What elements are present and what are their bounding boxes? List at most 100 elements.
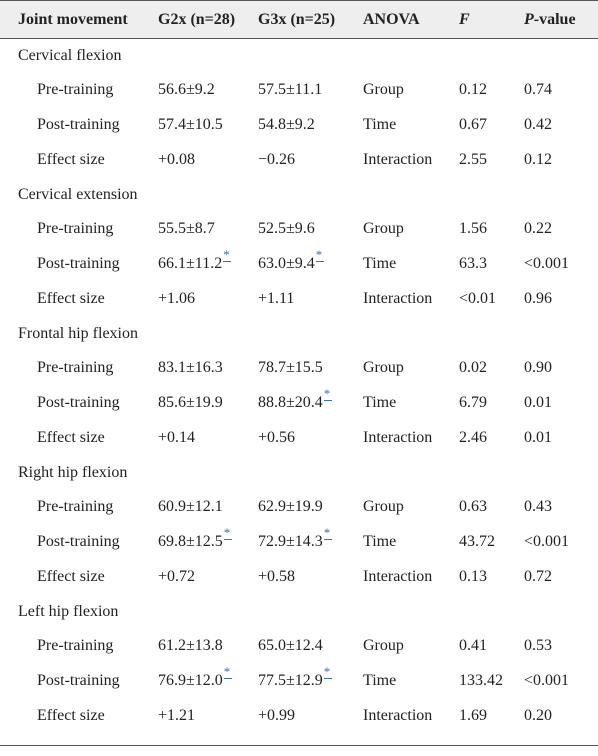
cell-g2x: 57.4±10.5	[152, 108, 256, 143]
cell-f-value-text: 0.12	[459, 81, 487, 98]
cell-p-value-text: 0.01	[524, 394, 552, 411]
cell-g3x: +0.58	[256, 560, 360, 595]
table-row: Pre-training 55.5±8.7 52.5±9.6 Group 1.56 0.2…	[0, 212, 598, 247]
asterisk-icon: *	[323, 525, 331, 540]
cell-anova-term-text: Interaction	[363, 429, 433, 446]
cell-anova-term-text: Time	[363, 394, 397, 411]
row-label: Pre-training	[0, 629, 152, 664]
cell-g3x: +0.56	[256, 421, 360, 456]
section-heading-row: Cervical flexion	[0, 39, 598, 73]
row-label-text: Effect size	[37, 151, 105, 168]
cell-g2x-text: +1.21	[158, 707, 196, 724]
cell-g2x: 83.1±16.3	[152, 351, 256, 386]
section-heading-row: Cervical extension	[0, 178, 598, 212]
table-body: Cervical flexion Pre-training 56.6±9.2 57.5…	[0, 39, 598, 734]
cell-g3x-text: 63.0±9.4	[258, 255, 315, 272]
cell-p-value: 0.43	[520, 490, 598, 525]
row-label: Effect size	[0, 143, 152, 178]
cell-anova-term-text: Time	[363, 255, 397, 272]
underline-mark	[323, 539, 332, 540]
cell-p-value: 0.01	[520, 386, 598, 421]
cell-g3x-text: +1.11	[258, 290, 295, 307]
cell-g3x: 63.0±9.4 *	[256, 247, 360, 282]
cell-g3x: 88.8±20.4 *	[256, 386, 360, 421]
joint-movement-table: Joint movement G2x (n=28) G3x (n=25) ANO…	[0, 0, 598, 734]
cell-g2x-text: 57.4±10.5	[158, 116, 223, 133]
cell-p-value: 0.90	[520, 351, 598, 386]
cell-f-value-text: 0.13	[459, 568, 487, 585]
row-label-text: Pre-training	[37, 220, 114, 237]
section-title: Frontal hip flexion	[18, 324, 138, 342]
section-title: Right hip flexion	[18, 463, 128, 481]
cell-g2x: 66.1±11.2 *	[152, 247, 256, 282]
row-label-text: Pre-training	[37, 359, 114, 376]
cell-g3x-text: 52.5±9.6	[258, 220, 315, 237]
row-label-text: Post-training	[37, 255, 120, 272]
cell-f-value: 63.3	[455, 247, 520, 282]
cell-anova-term-text: Interaction	[363, 568, 433, 585]
header-p-value: P-value	[520, 0, 598, 39]
cell-f-value: 0.63	[455, 490, 520, 525]
row-label: Effect size	[0, 282, 152, 317]
cell-f-value: 2.46	[455, 421, 520, 456]
row-label: Pre-training	[0, 73, 152, 108]
cell-g2x-text: 55.5±8.7	[158, 220, 215, 237]
section-title: Left hip flexion	[18, 602, 119, 620]
cell-p-value-text: 0.12	[524, 151, 552, 168]
cell-p-value-text: 0.74	[524, 81, 552, 98]
cell-g2x-text: +0.08	[158, 151, 196, 168]
header-row: Joint movement G2x (n=28) G3x (n=25) ANO…	[0, 0, 598, 39]
cell-g2x: +0.14	[152, 421, 256, 456]
cell-anova-term: Interaction	[360, 143, 455, 178]
cell-g3x-text: 62.9±19.9	[258, 498, 323, 515]
significance-marker: *	[223, 526, 233, 549]
underline-mark	[323, 678, 332, 679]
cell-anova-term: Group	[360, 73, 455, 108]
underline-mark	[223, 261, 232, 262]
significance-marker: *	[323, 526, 333, 549]
cell-g2x-text: 85.6±19.9	[158, 394, 223, 411]
cell-f-value: 2.55	[455, 143, 520, 178]
asterisk-icon: *	[323, 386, 331, 401]
asterisk-icon: *	[223, 525, 231, 540]
cell-anova-term: Time	[360, 664, 455, 699]
row-label: Effect size	[0, 421, 152, 456]
underline-mark	[315, 261, 324, 262]
row-label: Post-training	[0, 525, 152, 560]
cell-f-value-text: 43.72	[459, 533, 495, 550]
cell-g2x: +0.08	[152, 143, 256, 178]
cell-g3x-text: +0.56	[258, 429, 296, 446]
cell-p-value: 0.74	[520, 73, 598, 108]
cell-g3x-text: 78.7±15.5	[258, 359, 323, 376]
row-label-text: Post-training	[37, 672, 120, 689]
table-row: Post-training 76.9±12.0 * 77.5±12.9 * Time 133…	[0, 664, 598, 699]
row-label-text: Effect size	[37, 707, 105, 724]
cell-g3x-text: 57.5±11.1	[258, 81, 323, 98]
cell-g2x: 61.2±13.8	[152, 629, 256, 664]
asterisk-icon: *	[223, 247, 230, 262]
cell-g2x: 76.9±12.0 *	[152, 664, 256, 699]
cell-g3x: +1.11	[256, 282, 360, 317]
significance-marker: *	[315, 248, 325, 271]
cell-p-value: 0.22	[520, 212, 598, 247]
cell-g2x: 69.8±12.5 *	[152, 525, 256, 560]
cell-g2x: 56.6±9.2	[152, 73, 256, 108]
cell-f-value: <0.01	[455, 282, 520, 317]
cell-f-value-text: 1.69	[459, 707, 487, 724]
cell-f-value: 0.13	[455, 560, 520, 595]
cell-p-value: 0.12	[520, 143, 598, 178]
table-row: Effect size +0.14 +0.56 Interaction 2.46 0.01	[0, 421, 598, 456]
cell-anova-term-text: Time	[363, 533, 397, 550]
cell-g2x-text: +0.72	[158, 568, 196, 585]
cell-g3x-text: 72.9±14.3	[258, 533, 323, 550]
cell-g2x-text: 66.1±11.2	[158, 255, 223, 272]
header-joint-movement: Joint movement	[0, 0, 152, 39]
cell-anova-term-text: Interaction	[363, 707, 433, 724]
section-title: Cervical extension	[18, 185, 138, 203]
cell-anova-term: Time	[360, 108, 455, 143]
cell-anova-term-text: Time	[363, 116, 397, 133]
table-row: Effect size +0.72 +0.58 Interaction 0.13 0.72	[0, 560, 598, 595]
cell-anova-term: Interaction	[360, 560, 455, 595]
underline-mark	[223, 539, 232, 540]
cell-p-value-text: <0.001	[524, 533, 570, 550]
